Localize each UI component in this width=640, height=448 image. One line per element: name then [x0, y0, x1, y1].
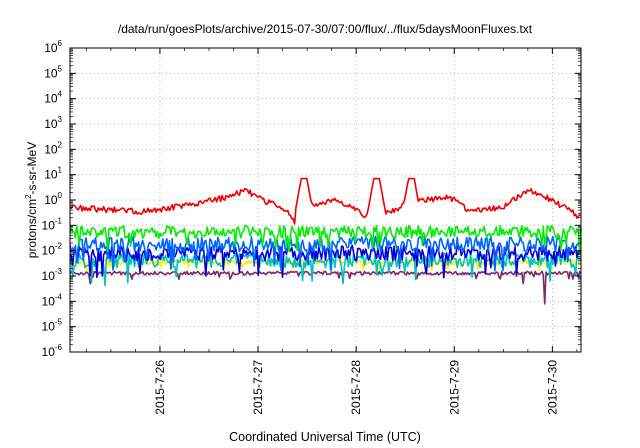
series-group: [69, 177, 582, 305]
x-tick-label: 2015-7-29: [447, 360, 461, 415]
grid-lines: [70, 48, 581, 352]
y-axis-label-main: protons/cm: [25, 199, 39, 258]
x-tick-label: 2015-7-30: [545, 360, 559, 415]
y-tick-label: 10-2: [42, 242, 63, 258]
y-tick-label: 100: [44, 191, 62, 207]
y-tick-label: 10-1: [42, 216, 63, 232]
y-tick-label: 105: [44, 64, 62, 80]
y-axis-label-sup: 2: [24, 194, 33, 199]
y-tick-label: 102: [44, 140, 62, 156]
y-axis-label: protons/cm2-s-sr-MeV: [24, 142, 39, 258]
y-tick-label: 10-4: [42, 292, 63, 308]
y-tick-label: 106: [44, 39, 62, 55]
y-tick-label: 10-3: [42, 267, 63, 283]
x-tick-label: 2015-7-27: [251, 360, 265, 415]
series-line: [69, 177, 582, 225]
series-line: [69, 235, 582, 272]
x-axis-label: Coordinated Universal Time (UTC): [229, 430, 421, 444]
chart-title: /data/run/goesPlots/archive/2015-07-30/0…: [118, 22, 533, 36]
y-tick-label: 104: [44, 90, 62, 106]
series-line: [69, 270, 582, 305]
axis-ticks: [70, 47, 581, 353]
y-tick-label: 101: [44, 166, 62, 182]
x-tick-label: 2015-7-26: [153, 360, 167, 415]
x-tick-label: 2015-7-28: [349, 360, 363, 415]
y-axis-label-unit: -s-sr-MeV: [25, 142, 39, 195]
axis-tick-labels: 10-6 10-5 10-4 10-3 10-2 10-1 100 101 102 103 104 1…: [42, 39, 560, 415]
y-tick-label: 10-5: [42, 318, 63, 334]
series-line: [69, 224, 582, 255]
y-tick-label: 10-6: [42, 343, 63, 359]
y-tick-label: 103: [44, 115, 62, 131]
